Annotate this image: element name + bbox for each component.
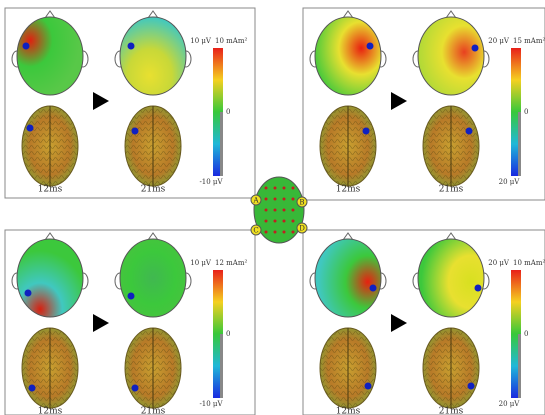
electrode xyxy=(274,209,277,212)
source-dot xyxy=(128,43,135,50)
time-label: 12ms xyxy=(336,407,361,415)
head-map xyxy=(315,17,381,95)
electrode xyxy=(292,198,295,201)
scale-label: 10 mAm² xyxy=(513,259,545,267)
head-map xyxy=(17,17,83,95)
electrode xyxy=(283,209,286,212)
source-dot xyxy=(29,385,36,392)
scale-label: 20 μV xyxy=(488,259,510,267)
electrode xyxy=(283,231,286,234)
head-map xyxy=(418,239,484,317)
electrode xyxy=(265,209,268,212)
head-map xyxy=(120,17,186,95)
scale-label: 20 μV xyxy=(488,37,510,45)
time-label: 21ms xyxy=(439,407,464,415)
source-dot xyxy=(365,383,372,390)
source-dot xyxy=(132,128,139,135)
time-label: 21ms xyxy=(141,185,166,195)
scale-label: 12 mAm² xyxy=(215,259,247,267)
scale-label: 20 μV xyxy=(499,178,521,186)
source-dot xyxy=(466,128,473,135)
electrode xyxy=(265,231,268,234)
color-bar-gray xyxy=(220,112,223,176)
scale-label: 10 mAm² xyxy=(215,37,247,45)
head-map xyxy=(418,17,484,95)
color-bar-gray xyxy=(220,334,223,398)
montage-head xyxy=(254,177,304,243)
source-dot xyxy=(367,43,374,50)
electrode xyxy=(283,220,286,223)
scale-label: 0 xyxy=(524,330,528,338)
source-dot xyxy=(132,385,139,392)
time-label: 12ms xyxy=(336,185,361,195)
figure: 10 μV10 mAm²0-10 μV12ms21ms20 μV15 mAm²0… xyxy=(0,0,545,415)
source-dot xyxy=(475,285,482,292)
electrode-label: A xyxy=(252,197,259,205)
electrode xyxy=(283,187,286,190)
source-dot xyxy=(370,285,377,292)
scale-label: -10 μV xyxy=(199,400,223,408)
source-dot xyxy=(23,43,30,50)
source-dot xyxy=(128,293,135,300)
time-label: 12ms xyxy=(38,407,63,415)
electrode xyxy=(265,220,268,223)
time-label: 21ms xyxy=(439,185,464,195)
head-map xyxy=(17,239,83,317)
arrow xyxy=(93,314,109,332)
color-bar-gray xyxy=(518,334,521,398)
arrow xyxy=(391,314,407,332)
scale-label: 10 μV xyxy=(190,37,212,45)
electrode xyxy=(265,187,268,190)
electrode xyxy=(292,220,295,223)
electrode xyxy=(274,198,277,201)
head-map xyxy=(120,239,186,317)
scale-label: -10 μV xyxy=(199,178,223,186)
time-label: 12ms xyxy=(38,185,63,195)
arrow xyxy=(93,92,109,110)
color-bar-gray xyxy=(518,112,521,176)
electrode-label: C xyxy=(253,227,258,235)
scale-label: 10 μV xyxy=(190,259,212,267)
source-dot xyxy=(25,290,32,297)
arrow xyxy=(391,92,407,110)
electrode xyxy=(274,220,277,223)
source-dot xyxy=(472,45,479,52)
scale-label: 0 xyxy=(226,108,230,116)
electrode xyxy=(292,231,295,234)
electrode xyxy=(292,187,295,190)
source-dot xyxy=(363,128,370,135)
source-dot xyxy=(468,383,475,390)
electrode-label: D xyxy=(299,225,305,233)
electrode-label: B xyxy=(299,199,304,207)
head-map xyxy=(315,239,381,317)
electrode xyxy=(283,198,286,201)
scale-label: 15 mAm² xyxy=(513,37,545,45)
electrode xyxy=(274,187,277,190)
electrode xyxy=(292,209,295,212)
source-dot xyxy=(27,125,34,132)
time-label: 21ms xyxy=(141,407,166,415)
scale-label: 20 μV xyxy=(499,400,521,408)
electrode xyxy=(274,231,277,234)
scale-label: 0 xyxy=(226,330,230,338)
scale-label: 0 xyxy=(524,108,528,116)
electrode xyxy=(265,198,268,201)
